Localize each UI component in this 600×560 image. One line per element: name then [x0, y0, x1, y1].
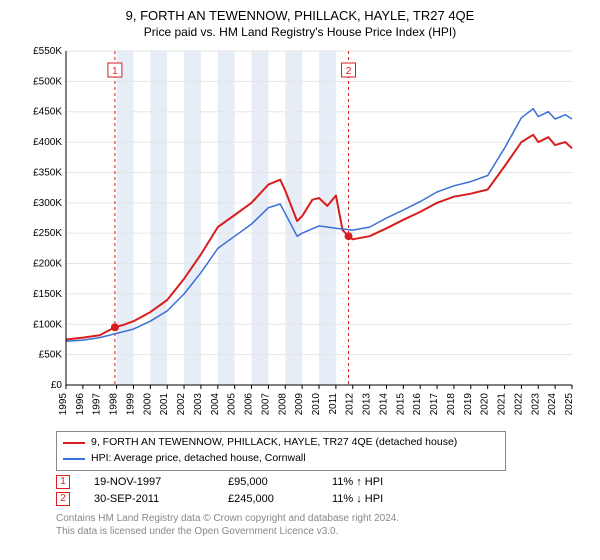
svg-text:2008: 2008 [277, 393, 288, 416]
svg-text:2024: 2024 [547, 393, 558, 416]
svg-text:2021: 2021 [497, 393, 508, 416]
transaction-delta: 11% ↓ HPI [332, 493, 383, 505]
legend-swatch [63, 442, 85, 444]
transaction-marker: 2 [56, 492, 70, 506]
svg-text:1: 1 [112, 66, 118, 77]
svg-text:£100K: £100K [33, 319, 62, 330]
svg-text:£250K: £250K [33, 228, 62, 239]
svg-text:2000: 2000 [142, 393, 153, 416]
svg-text:2022: 2022 [513, 393, 524, 416]
transaction-row: 2 30-SEP-2011 £245,000 11% ↓ HPI [56, 492, 590, 506]
svg-text:£0: £0 [51, 380, 63, 391]
svg-text:1996: 1996 [75, 393, 86, 416]
svg-text:2013: 2013 [362, 393, 373, 416]
svg-text:2005: 2005 [227, 393, 238, 416]
svg-text:2001: 2001 [159, 393, 170, 416]
svg-text:1998: 1998 [109, 393, 120, 416]
chart-subtitle: Price paid vs. HM Land Registry's House … [10, 25, 590, 39]
transactions-list: 1 19-NOV-1997 £95,000 11% ↑ HPI 2 30-SEP-2011… [10, 475, 590, 506]
transaction-date: 19-NOV-1997 [94, 476, 204, 488]
svg-text:2015: 2015 [395, 393, 406, 416]
svg-text:2009: 2009 [294, 393, 305, 416]
transaction-price: £95,000 [228, 476, 308, 488]
svg-text:2018: 2018 [446, 393, 457, 416]
legend-swatch [63, 458, 85, 460]
transaction-date: 30-SEP-2011 [94, 493, 204, 505]
svg-text:£400K: £400K [33, 137, 62, 148]
footnote: Contains HM Land Registry data © Crown c… [56, 512, 590, 538]
chart-container: 9, FORTH AN TEWENNOW, PHILLACK, HAYLE, T… [0, 0, 600, 560]
svg-text:£200K: £200K [33, 259, 62, 270]
svg-text:£450K: £450K [33, 107, 62, 118]
svg-text:£50K: £50K [39, 350, 63, 361]
svg-text:1997: 1997 [92, 393, 103, 416]
svg-text:2012: 2012 [345, 393, 356, 416]
legend: 9, FORTH AN TEWENNOW, PHILLACK, HAYLE, T… [56, 431, 506, 471]
svg-text:2007: 2007 [260, 393, 271, 416]
svg-text:£150K: £150K [33, 289, 62, 300]
svg-text:2020: 2020 [480, 393, 491, 416]
svg-text:2017: 2017 [429, 393, 440, 416]
footnote-line-1: Contains HM Land Registry data © Crown c… [56, 512, 590, 525]
legend-row: HPI: Average price, detached house, Corn… [63, 451, 499, 467]
svg-text:£500K: £500K [33, 76, 62, 87]
svg-text:2010: 2010 [311, 393, 322, 416]
chart-area: £0 £50K £100K £150K £200K £250K £300K £350K £400… [20, 45, 580, 425]
svg-text:£550K: £550K [33, 46, 62, 57]
legend-label: 9, FORTH AN TEWENNOW, PHILLACK, HAYLE, T… [91, 435, 457, 451]
svg-text:2014: 2014 [378, 393, 389, 416]
transaction-price: £245,000 [228, 493, 308, 505]
svg-text:2004: 2004 [210, 393, 221, 416]
svg-text:2019: 2019 [463, 393, 474, 416]
svg-text:2002: 2002 [176, 393, 187, 416]
svg-text:2016: 2016 [412, 393, 423, 416]
transaction-row: 1 19-NOV-1997 £95,000 11% ↑ HPI [56, 475, 590, 489]
transaction-marker: 1 [56, 475, 70, 489]
svg-text:2025: 2025 [564, 393, 575, 416]
line-chart: £0 £50K £100K £150K £200K £250K £300K £350K £400… [20, 45, 580, 425]
svg-text:£300K: £300K [33, 198, 62, 209]
legend-row: 9, FORTH AN TEWENNOW, PHILLACK, HAYLE, T… [63, 435, 499, 451]
svg-text:2023: 2023 [530, 393, 541, 416]
svg-text:1999: 1999 [125, 393, 136, 416]
footnote-line-2: This data is licensed under the Open Gov… [56, 525, 590, 538]
svg-text:2003: 2003 [193, 393, 204, 416]
svg-text:1995: 1995 [58, 393, 69, 416]
svg-text:2006: 2006 [244, 393, 255, 416]
svg-text:2: 2 [346, 66, 352, 77]
legend-label: HPI: Average price, detached house, Corn… [91, 451, 306, 467]
svg-text:2011: 2011 [328, 393, 339, 415]
svg-text:£350K: £350K [33, 167, 62, 178]
transaction-delta: 11% ↑ HPI [332, 476, 383, 488]
chart-title: 9, FORTH AN TEWENNOW, PHILLACK, HAYLE, T… [10, 8, 590, 23]
